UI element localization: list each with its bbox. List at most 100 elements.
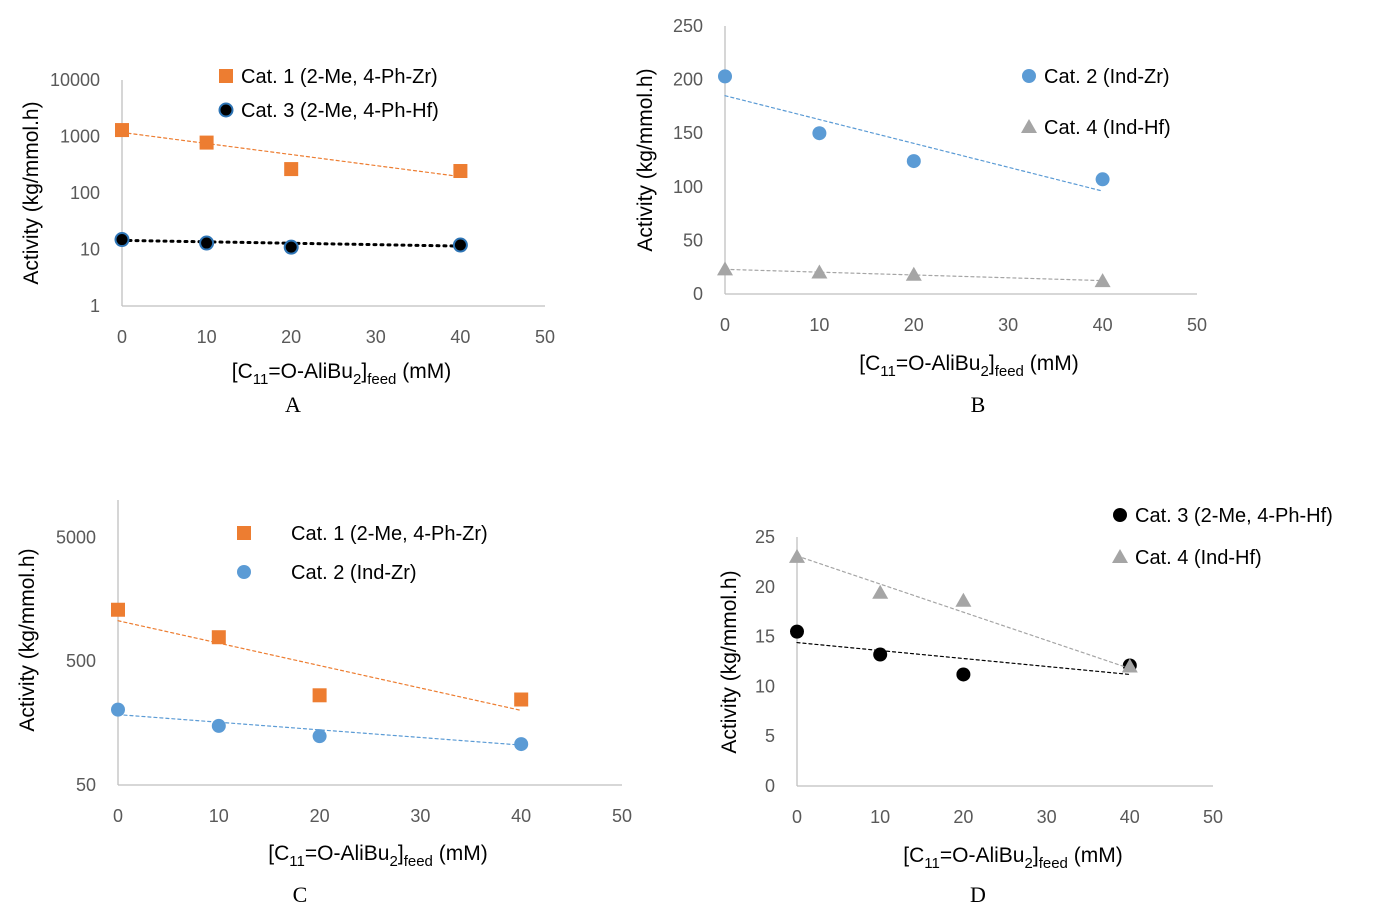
data-point [955, 592, 972, 607]
x-tick-label: 40 [1120, 807, 1140, 827]
trendline [796, 555, 1131, 670]
data-point [211, 630, 226, 645]
x-tick-label: 40 [1093, 315, 1113, 335]
legend-label: Cat. 2 (Ind-Zr) [291, 562, 417, 584]
data-point [283, 239, 299, 255]
panel-letter: B [971, 392, 986, 417]
y-tick-label: 25 [755, 527, 775, 547]
data-point [514, 692, 529, 707]
y-tick-label: 150 [673, 123, 703, 143]
legend-label: Cat. 4 (Ind-Hf) [1044, 117, 1171, 139]
series-1 [790, 624, 1137, 682]
y-axis-title: Activity (kg/mmol.h) [20, 101, 43, 284]
x-tick-label: 40 [511, 806, 531, 826]
data-point [906, 154, 921, 169]
series-1 [115, 123, 468, 179]
data-point [312, 688, 327, 703]
y-tick-label: 1 [90, 296, 100, 316]
data-point [812, 126, 827, 141]
trendline [117, 620, 522, 712]
x-tick-label: 10 [209, 806, 229, 826]
x-tick-label: 0 [792, 807, 802, 827]
data-point [111, 602, 125, 617]
data-point [284, 162, 299, 177]
legend-marker [218, 102, 234, 118]
data-point [115, 123, 129, 138]
data-point [1095, 172, 1110, 187]
data-point [872, 584, 889, 599]
x-tick-label: 40 [450, 327, 470, 347]
data-point [718, 69, 732, 84]
panel-letter: A [285, 392, 301, 417]
x-tick-label: 50 [1203, 807, 1223, 827]
x-tick-label: 10 [809, 315, 829, 335]
x-tick-label: 0 [720, 315, 730, 335]
series-2 [111, 702, 529, 752]
legend-marker [1021, 119, 1037, 133]
trendline [724, 95, 1104, 192]
legend-label: Cat. 2 (Ind-Zr) [1044, 66, 1170, 88]
data-point [114, 232, 130, 248]
trendline [117, 714, 522, 746]
data-point [1121, 658, 1138, 673]
data-point [873, 647, 888, 662]
x-axis-title: [C11=O-AliBu2]feed (mM) [859, 352, 1078, 380]
legend-marker [237, 565, 251, 579]
x-tick-label: 20 [281, 327, 301, 347]
legend-marker [1112, 549, 1128, 563]
y-tick-label: 5 [765, 726, 775, 746]
y-tick-label: 0 [693, 284, 703, 304]
data-point [199, 135, 214, 150]
x-tick-label: 20 [904, 315, 924, 335]
legend-label: Cat. 1 (2-Me, 4-Ph-Zr) [291, 523, 488, 545]
legend-marker [1113, 508, 1127, 522]
data-point [956, 667, 971, 682]
y-tick-label: 250 [673, 16, 703, 36]
legend-marker [1022, 69, 1036, 83]
legend-label: Cat. 4 (Ind-Hf) [1135, 547, 1262, 569]
y-tick-label: 0 [765, 776, 775, 796]
series-2 [717, 261, 1111, 288]
x-tick-label: 30 [410, 806, 430, 826]
series-1 [111, 602, 529, 712]
series-2 [789, 548, 1138, 673]
data-point [211, 718, 226, 733]
data-point [790, 624, 804, 639]
legend-label: Cat. 3 (2-Me, 4-Ph-Hf) [1135, 505, 1333, 527]
x-tick-label: 0 [113, 806, 123, 826]
trendline [796, 641, 1131, 676]
x-tick-label: 0 [117, 327, 127, 347]
data-point [312, 729, 327, 744]
x-axis-title: [C11=O-AliBu2]feed (mM) [903, 844, 1122, 872]
x-tick-label: 50 [1187, 315, 1207, 335]
x-tick-label: 10 [197, 327, 217, 347]
data-point [1094, 273, 1111, 288]
x-tick-label: 20 [953, 807, 973, 827]
data-point [717, 261, 733, 276]
y-axis-title: Activity (kg/mmol.h) [718, 570, 741, 753]
x-axis-title: [C11=O-AliBu2]feed (mM) [268, 842, 487, 870]
panel-letter: D [970, 882, 986, 907]
x-tick-label: 20 [310, 806, 330, 826]
data-point [789, 548, 805, 563]
chart-panel-c: 50 500 5000 0 10 20 30 40 50 Activity (kg/mmol.h)… [16, 500, 632, 907]
y-tick-label: 50 [683, 230, 703, 250]
data-point [811, 264, 828, 279]
y-axis-title: Activity (kg/mmol.h) [634, 68, 657, 251]
y-tick-label: 10 [80, 240, 100, 260]
y-axis-title: Activity (kg/mmol.h) [16, 548, 39, 731]
y-tick-label: 15 [755, 627, 775, 647]
data-point [514, 737, 529, 752]
series-2 [114, 232, 468, 255]
data-point [199, 235, 215, 251]
panel-letter: C [293, 882, 308, 907]
x-tick-label: 30 [1037, 807, 1057, 827]
trendline [121, 131, 461, 178]
legend-marker [219, 69, 233, 83]
data-point [453, 164, 468, 179]
x-tick-label: 30 [998, 315, 1018, 335]
y-tick-label: 10000 [50, 70, 100, 90]
y-tick-label: 200 [673, 70, 703, 90]
y-tick-label: 1000 [60, 127, 100, 147]
